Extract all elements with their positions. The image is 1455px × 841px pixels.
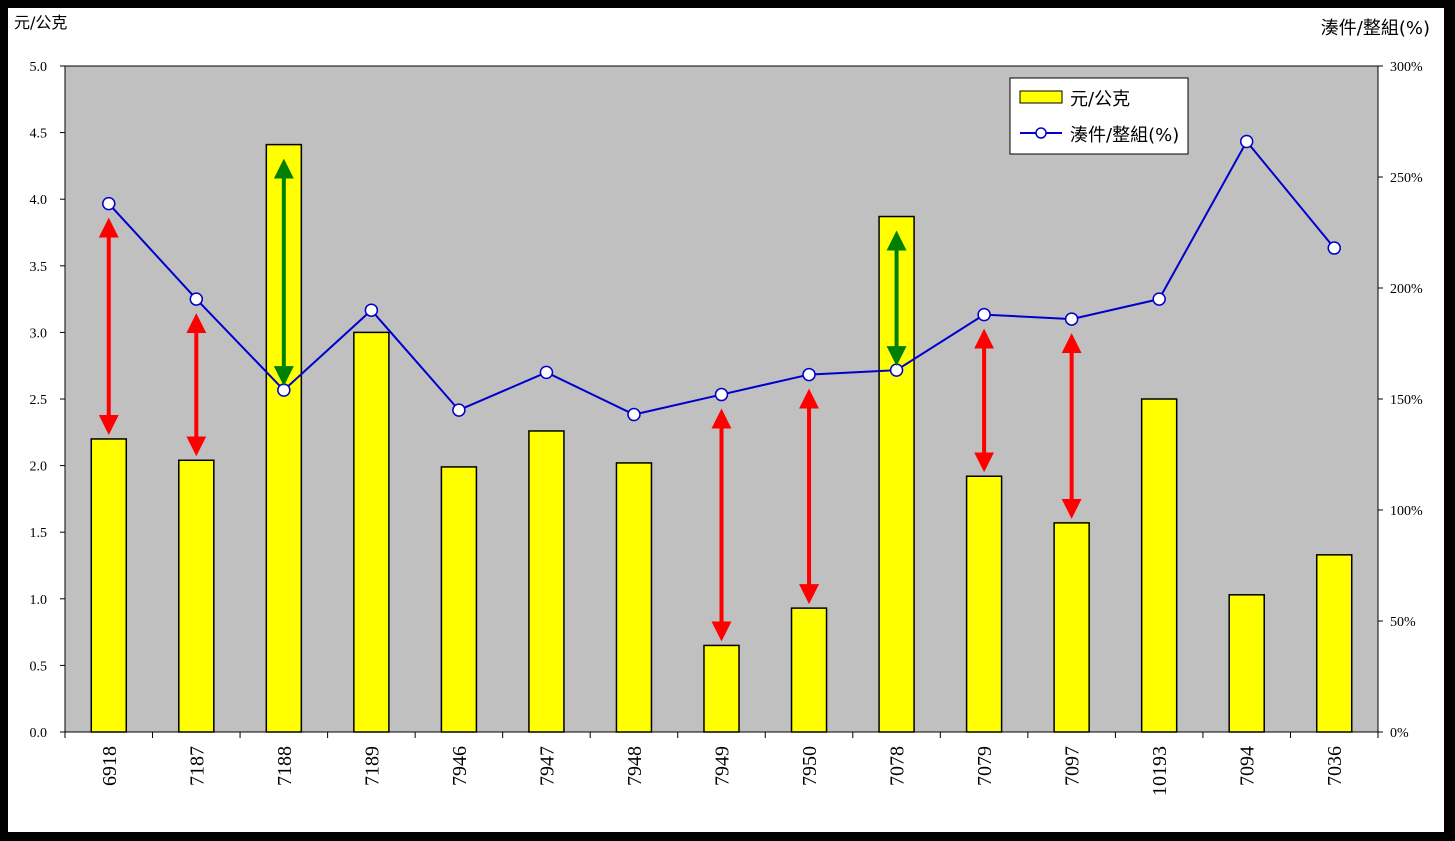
category-label: 6918 bbox=[99, 746, 121, 786]
bar bbox=[528, 430, 565, 733]
bar bbox=[790, 607, 828, 733]
line-point bbox=[977, 307, 991, 322]
category-label: 7189 bbox=[361, 746, 383, 786]
right-axis-ticks: 0% 50% 100% 150% 200% 250% 300% bbox=[1378, 60, 1423, 741]
left-axis-ticks: 0.0 0.5 1.0 1.5 2.0 2.5 3.0 3.5 4.0 4.5 5.0 bbox=[30, 60, 65, 741]
bar bbox=[353, 331, 390, 733]
line-point bbox=[1064, 312, 1079, 326]
bar bbox=[440, 466, 478, 733]
right-tick-label: 200% bbox=[1390, 282, 1423, 297]
legend-line-label: 湊件/整組(%) bbox=[1070, 125, 1179, 146]
left-tick-label: 4.0 bbox=[30, 193, 48, 208]
bar bbox=[1140, 398, 1178, 733]
line-point bbox=[452, 403, 466, 417]
category-label: 7094 bbox=[1237, 746, 1259, 786]
left-tick-label: 3.0 bbox=[30, 326, 48, 341]
category-label: 7188 bbox=[274, 746, 296, 786]
bar bbox=[90, 438, 128, 733]
bar bbox=[965, 475, 1003, 733]
category-label: 7949 bbox=[712, 746, 734, 786]
legend-bar-swatch bbox=[1019, 90, 1063, 104]
category-labels: 6918 7187 7188 7189 7946 7947 7948 7949 7950 7078… bbox=[64, 732, 1379, 796]
category-label: 7078 bbox=[887, 746, 909, 786]
category-label: 10193 bbox=[1149, 746, 1171, 796]
line-point bbox=[102, 196, 116, 211]
category-label: 7948 bbox=[624, 746, 646, 786]
line-point bbox=[1239, 134, 1254, 149]
legend-bar-label: 元/公克 bbox=[1070, 89, 1130, 110]
right-tick-label: 250% bbox=[1390, 171, 1423, 186]
left-tick-label: 2.0 bbox=[30, 460, 48, 475]
line-point bbox=[1152, 292, 1166, 306]
right-tick-label: 0% bbox=[1390, 726, 1409, 741]
bar bbox=[1053, 522, 1090, 733]
line-point bbox=[189, 292, 204, 306]
right-tick-label: 100% bbox=[1390, 504, 1423, 519]
bar-series bbox=[90, 143, 1353, 733]
left-tick-label: 4.5 bbox=[30, 127, 48, 142]
right-axis-label: 湊件/整組(%) bbox=[1321, 18, 1430, 39]
category-label: 7097 bbox=[1062, 746, 1084, 786]
left-tick-label: 3.5 bbox=[30, 260, 48, 275]
line-point bbox=[277, 383, 291, 397]
line-point bbox=[802, 367, 816, 382]
category-label: 7036 bbox=[1324, 746, 1346, 786]
category-label: 7079 bbox=[974, 746, 996, 786]
line-point bbox=[627, 407, 641, 422]
category-label: 7950 bbox=[799, 746, 821, 786]
legend-line-marker bbox=[1035, 127, 1047, 139]
bar bbox=[1315, 554, 1353, 733]
left-tick-label: 2.5 bbox=[30, 393, 48, 408]
right-tick-label: 50% bbox=[1390, 615, 1416, 630]
bar bbox=[615, 462, 653, 733]
category-label: 7947 bbox=[536, 746, 558, 786]
left-tick-label: 0.0 bbox=[30, 726, 48, 741]
left-tick-label: 0.5 bbox=[30, 659, 48, 674]
line-point bbox=[889, 363, 904, 377]
line-point bbox=[714, 387, 729, 402]
bar bbox=[703, 644, 740, 733]
right-tick-label: 150% bbox=[1390, 393, 1423, 408]
annotation-arrows bbox=[98, 158, 1082, 642]
line-point bbox=[364, 303, 379, 317]
category-label: 7946 bbox=[449, 746, 471, 786]
bar bbox=[1228, 594, 1265, 733]
left-tick-label: 1.0 bbox=[30, 593, 48, 608]
left-axis-label: 元/公克 bbox=[14, 13, 67, 32]
left-tick-label: 5.0 bbox=[30, 60, 48, 75]
right-tick-label: 300% bbox=[1390, 60, 1423, 75]
line-point bbox=[1327, 241, 1341, 255]
legend: 元/公克 湊件/整組(%) bbox=[1009, 77, 1189, 155]
left-tick-label: 1.5 bbox=[30, 526, 48, 541]
bar bbox=[178, 459, 215, 733]
category-label: 7187 bbox=[186, 746, 208, 786]
line-point bbox=[539, 365, 554, 380]
line-series bbox=[102, 134, 1341, 422]
